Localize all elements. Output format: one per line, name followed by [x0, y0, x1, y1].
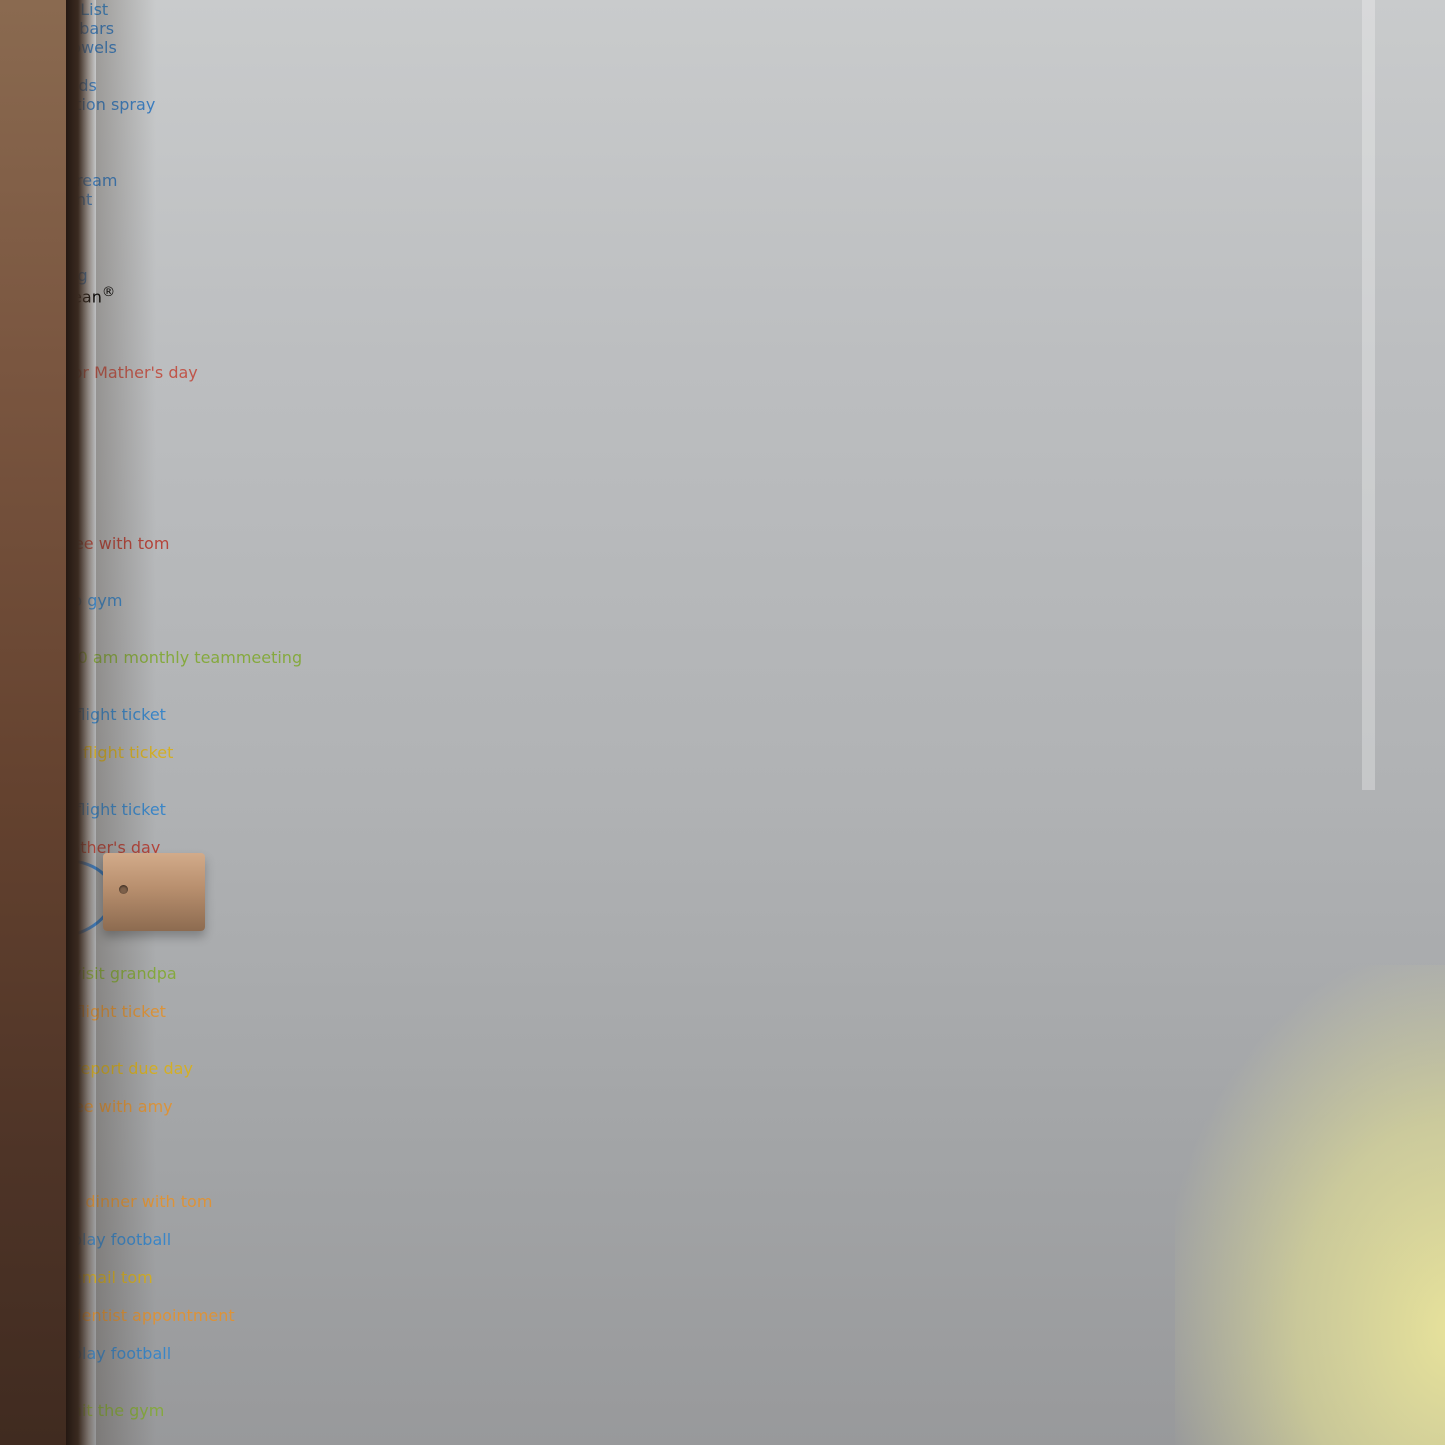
- shopping-list-title-box: Shopping List: [0, 0, 1445, 19]
- calendar-event: kpl report flight ticket: [0, 743, 1445, 762]
- background-glow: [1175, 965, 1445, 1445]
- day-header: SUN: [0, 382, 1445, 401]
- calendar-event: have coffee with tom: [0, 534, 1445, 553]
- calendar-cell[interactable]: 7: [0, 762, 1445, 781]
- calendar-event: 5:00 go to gym: [0, 591, 1445, 610]
- shopping-list-item: milk: [0, 57, 1445, 76]
- calendar-cell[interactable]: 30have coffee with tom: [0, 515, 1445, 553]
- date-number: 6: [0, 724, 1445, 743]
- shopping-list-item: yogurt: [0, 152, 1445, 171]
- shopping-list-item: ✓book bag: [0, 266, 1445, 285]
- shopping-list-item: ✓paper towels: [0, 38, 1445, 57]
- day-header: THU: [0, 458, 1445, 477]
- day-header: FRI: [0, 477, 1445, 496]
- month-name: May: [0, 344, 1445, 363]
- date-number: 30: [0, 515, 1445, 534]
- shopping-list-body: ✓granola bars✓paper towelsmilkswiffer pa…: [0, 19, 1445, 285]
- shopping-list-item: chocolate: [0, 247, 1445, 266]
- date-number: 9: [0, 819, 1445, 838]
- handle-screw: [119, 885, 128, 894]
- day-header-row: SUNMONTUEWEDTHUFRISAT: [0, 382, 1445, 515]
- calendar-event: 9:00-11:00 am monthly teammeeting: [0, 648, 303, 668]
- date-number: 3: [0, 629, 1445, 648]
- day-header: TUE: [0, 420, 1445, 439]
- calendar-cell[interactable]: 2: [0, 610, 1445, 629]
- day-header: MON: [0, 401, 1445, 420]
- fridge-handle[interactable]: [196, 851, 256, 1445]
- shopping-list-item: lentis: [0, 228, 1445, 247]
- month-note: Buy gift for Mather's day: [0, 363, 198, 383]
- calendar-event: book the flight ticket: [0, 800, 1445, 819]
- shopping-list-item: ✓heavy cream: [0, 171, 1445, 190]
- month-title: MONTH: [0, 306, 1445, 325]
- shopping-list-item: ✓disinfection spray: [0, 95, 1445, 114]
- shopping-list-item: swiffer pads: [0, 76, 1445, 95]
- month-script-title: planner: [0, 325, 1445, 344]
- shopping-list-item: ✓granola bars: [0, 19, 1445, 38]
- calendar-cell[interactable]: 4: [0, 667, 1445, 686]
- date-number: 7: [0, 762, 1445, 781]
- date-number: 1: [0, 572, 1445, 591]
- shopping-list-item: seltzer: [0, 114, 1445, 133]
- day-header: WED: [0, 439, 1445, 458]
- fridge-handle-bracket: [103, 853, 205, 931]
- calendar-cell[interactable]: 31: [0, 553, 1445, 572]
- calendar-cell[interactable]: 5book the flight ticket: [0, 686, 1445, 724]
- date-number: 5: [0, 686, 1445, 705]
- calendar-cell[interactable]: 39:00-11:00 am monthly teammeeting: [0, 629, 1445, 667]
- door-shadow: [96, 0, 156, 1445]
- calendar-event: book the flight ticket: [0, 705, 1445, 724]
- date-number: 4: [0, 667, 1445, 686]
- day-header: SAT: [0, 496, 1445, 515]
- month-note-box: May Buy gift for Mather's day: [0, 344, 1445, 382]
- date-number: 8: [0, 781, 1445, 800]
- calendar-cell[interactable]: 6kpl report flight ticket: [0, 724, 1445, 762]
- shopping-list-board: Shopping List ✓granola bars✓paper towels…: [0, 0, 1445, 285]
- brand-logo: Clever Clean®: [0, 285, 1445, 306]
- cabinet-edge: [66, 0, 96, 1445]
- cabinet-panel: [0, 0, 66, 1445]
- shopping-list-item: ✓detergent: [0, 190, 1445, 209]
- fridge-door-seam: [1362, 0, 1375, 790]
- calendar-cell[interactable]: 15:00 go to gym: [0, 572, 1445, 610]
- date-number: 2: [0, 610, 1445, 629]
- shopping-list-item: tomatoes: [0, 133, 1445, 152]
- date-number: 31: [0, 553, 1445, 572]
- shopping-list-item: garlic: [0, 209, 1445, 228]
- calendar-cell[interactable]: 8book the flight ticket: [0, 781, 1445, 819]
